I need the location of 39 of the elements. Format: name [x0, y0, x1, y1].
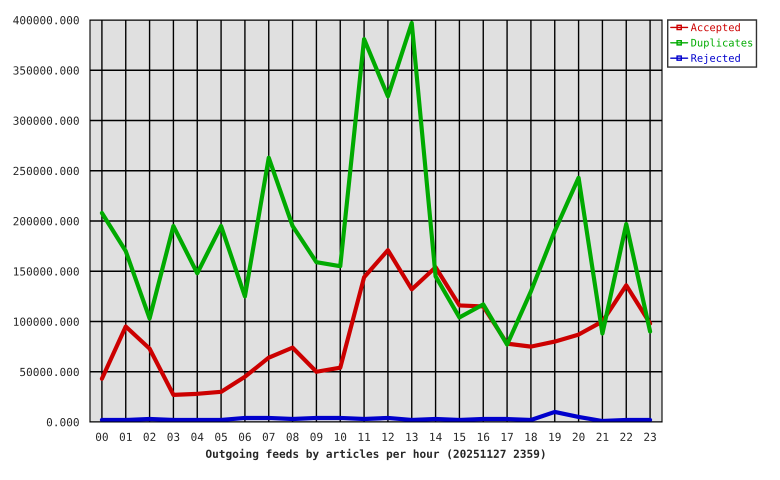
x-tick-label: 10: [334, 432, 346, 442]
y-tick-label: 400000.000: [13, 16, 79, 24]
y-tick-label: 350000.000: [13, 66, 79, 75]
x-tick-label: 23: [644, 432, 656, 442]
y-tick-label: 250000.000: [14, 166, 79, 176]
y-tick-label: 300000.000: [13, 116, 79, 125]
line-series: [100, 20, 652, 347]
x-axis-title: Outgoing feeds by articles per hour (20251127 2359): [206, 448, 545, 460]
legend-label: Accepted: [690, 23, 740, 34]
x-tick-label: 15: [454, 432, 466, 442]
x-tick-label: 00: [96, 432, 108, 442]
legend-label: Duplicates: [691, 38, 752, 49]
x-tick-label: 07: [262, 432, 275, 442]
x-tick-label: 04: [191, 432, 204, 442]
line-series: [100, 410, 652, 422]
x-tick-label: 22: [620, 432, 632, 441]
x-tick-label: 19: [549, 432, 561, 442]
x-tick-label: 02: [144, 432, 156, 442]
y-tick-label: 0.000: [46, 418, 79, 426]
x-tick-label: 06: [238, 432, 251, 442]
x-tick-label: 08: [286, 432, 299, 442]
x-tick-label: 16: [478, 432, 490, 442]
x-tick-label: 12: [382, 432, 394, 441]
x-tick-label: 11: [358, 432, 370, 441]
x-tick-label: 14: [430, 432, 442, 441]
y-tick-label: 200000.000: [14, 217, 79, 226]
x-tick-label: 21: [596, 432, 608, 441]
x-tick-label: 18: [526, 432, 537, 442]
x-tick-label: 05: [215, 432, 227, 442]
x-tick-label: 03: [167, 432, 180, 442]
y-tick-label: 100000.000: [14, 318, 79, 326]
y-tick-label: 150000.000: [14, 267, 79, 276]
x-tick-label: 13: [406, 432, 418, 442]
x-tick-label: 01: [120, 432, 132, 442]
x-tick-label: 17: [502, 432, 513, 441]
x-tick-label: 20: [572, 432, 585, 442]
legend-label: Rejected: [691, 54, 740, 64]
x-tick-label: 09: [310, 432, 322, 442]
y-tick-label: 50000.000: [20, 368, 79, 376]
